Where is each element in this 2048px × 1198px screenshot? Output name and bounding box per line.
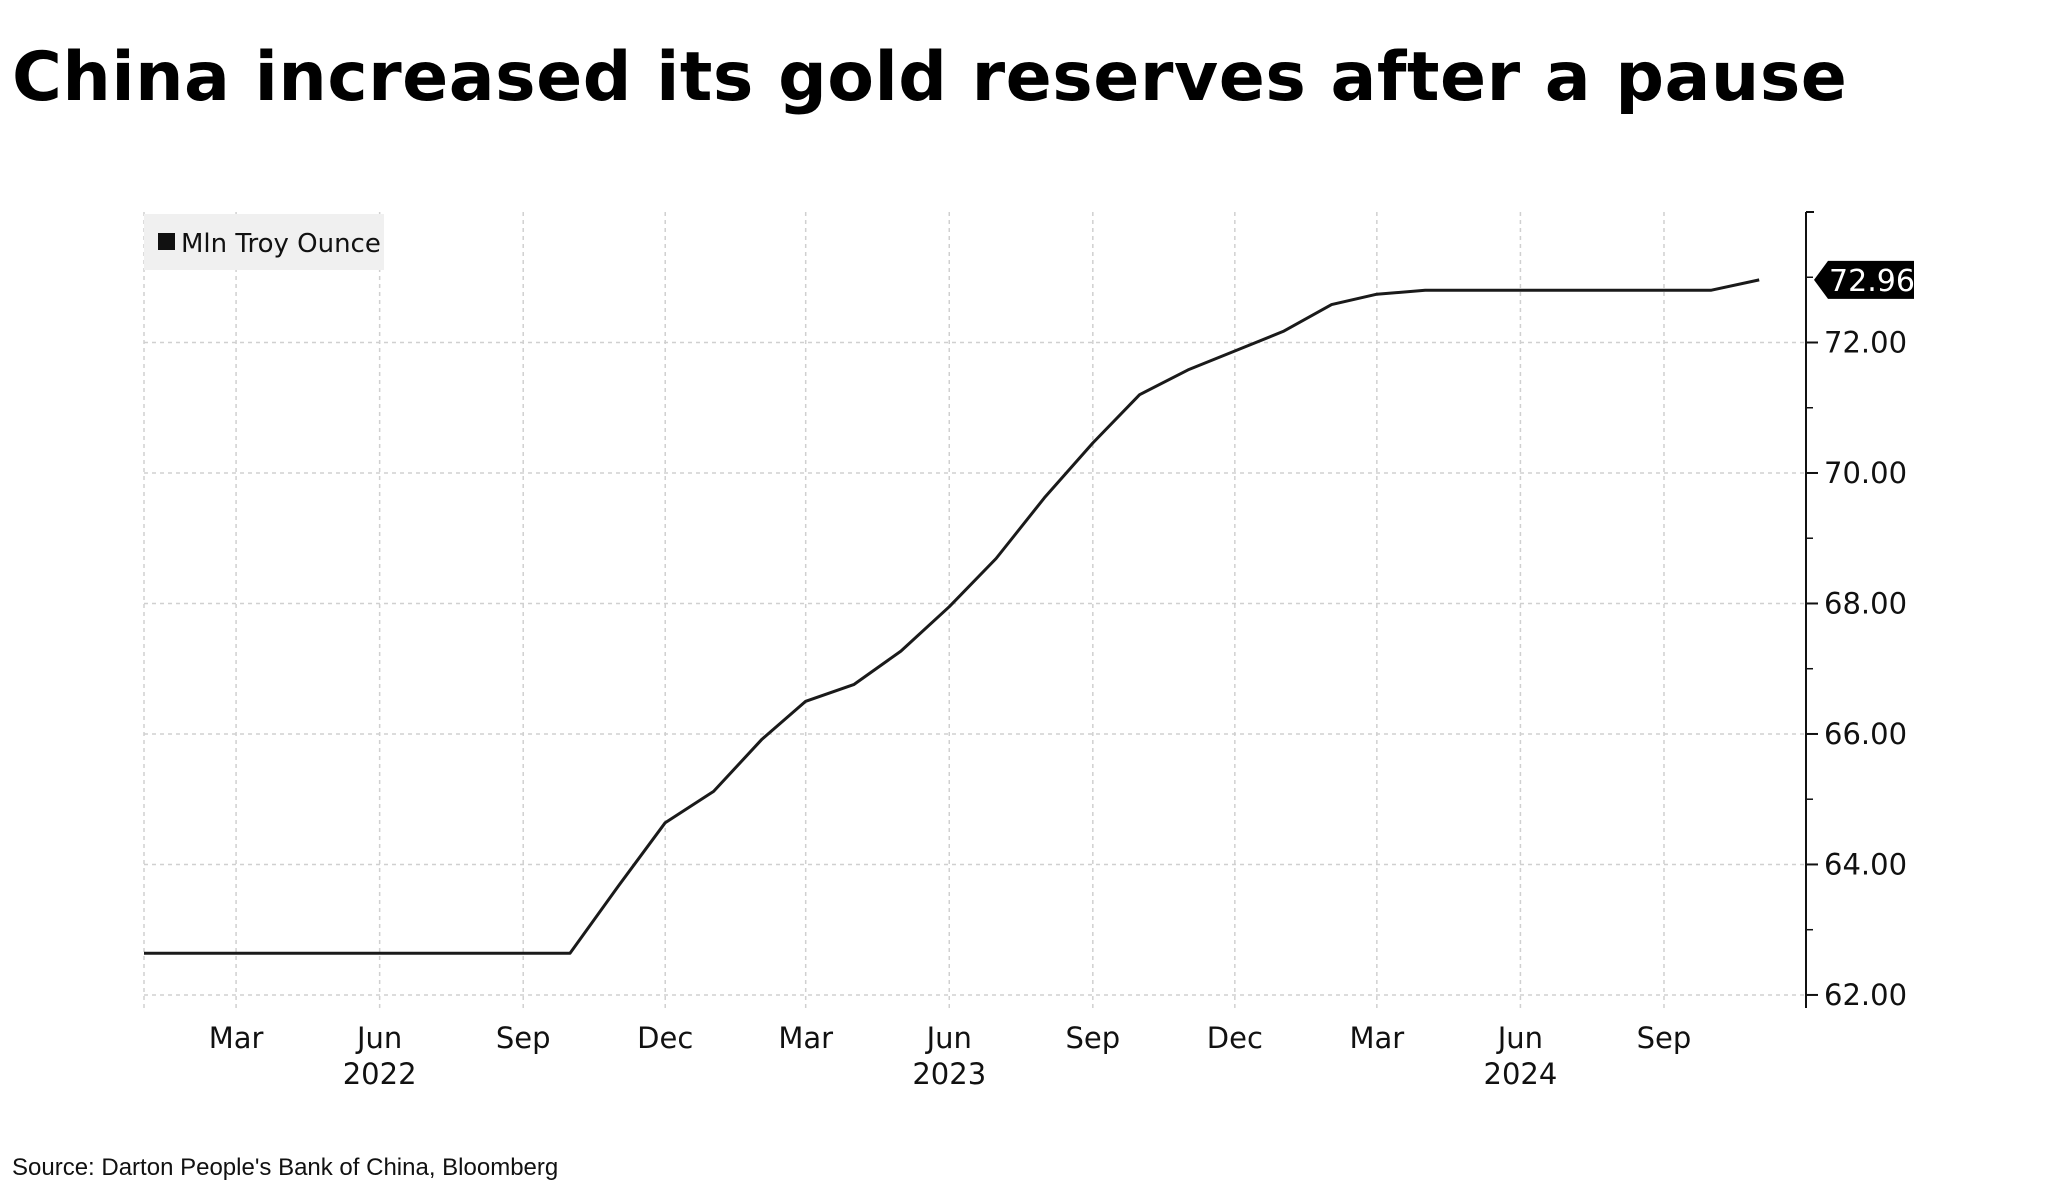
x-tick-label: Mar <box>778 1021 833 1055</box>
x-tick-label: Sep <box>1065 1021 1120 1055</box>
last-value-marker: 72.96 <box>1814 260 1915 299</box>
x-tick-label: Jun <box>1496 1021 1543 1055</box>
x-tick-label: Sep <box>496 1021 551 1055</box>
legend: Mln Troy Ounce <box>144 214 384 270</box>
y-tick-label: 68.00 <box>1824 586 1907 620</box>
source-note: Source: Darton People's Bank of China, B… <box>12 1154 559 1181</box>
grid-lines <box>143 212 1806 1008</box>
x-year-label: 2024 <box>1484 1057 1558 1091</box>
x-year-label: 2022 <box>343 1057 417 1091</box>
legend-swatch <box>158 233 175 250</box>
y-tick-label: 64.00 <box>1824 847 1907 881</box>
x-tick-label: Dec <box>1207 1021 1263 1055</box>
x-tick-label: Dec <box>637 1021 693 1055</box>
x-tick-label: Sep <box>1637 1021 1692 1055</box>
y-tick-label: 62.00 <box>1824 978 1907 1012</box>
y-tick-label: 72.00 <box>1824 325 1907 359</box>
x-year-label: 2023 <box>912 1057 986 1091</box>
gold-reserves-chart: Mar Jun Sep Dec Mar Jun Sep Dec Mar Jun Sep 2022 202… <box>143 211 1915 1091</box>
x-tick-label: Mar <box>1349 1021 1404 1055</box>
x-tick-label: Mar <box>209 1021 264 1055</box>
x-tick-label: Jun <box>355 1021 402 1055</box>
axes: Mar Jun Sep Dec Mar Jun Sep Dec Mar Jun Sep 2022 202… <box>209 211 1907 1091</box>
series-line-0 <box>144 278 1760 955</box>
legend-label: Mln Troy Ounce <box>181 229 381 259</box>
x-tick-label: Jun <box>925 1021 972 1055</box>
chart-title: China increased its gold reserves after … <box>12 38 1848 117</box>
last-value-badge <box>1814 260 1914 299</box>
last-value-label: 72.96 <box>1829 264 1915 299</box>
y-tick-label: 66.00 <box>1824 717 1907 751</box>
series-layer <box>144 278 1760 955</box>
y-tick-label: 70.00 <box>1824 456 1907 490</box>
legend-box <box>144 214 384 270</box>
